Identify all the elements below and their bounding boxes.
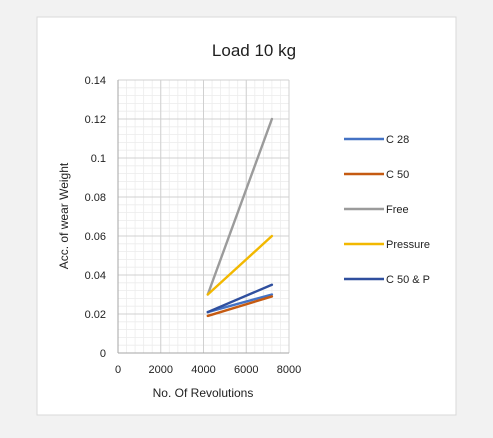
series-line	[206, 293, 274, 314]
x-tick-labels: 0 2000 4000 6000 8000	[115, 364, 301, 376]
legend-item: C 28	[344, 134, 409, 146]
series-line	[206, 295, 274, 318]
legend-label: C 50 & P	[386, 274, 430, 286]
x-axis-label: No. Of Revolutions	[153, 386, 254, 400]
legend-item: C 50	[344, 169, 409, 181]
y-tick-label: 0.04	[85, 270, 106, 282]
series-line	[206, 117, 274, 296]
y-tick-label: 0.08	[85, 192, 106, 204]
axes	[117, 80, 289, 354]
y-tick-label: 0.14	[85, 75, 106, 87]
y-axis-label: Acc. of wear Weight	[57, 162, 71, 269]
chart-title: Load 10 kg	[212, 41, 296, 60]
y-tick-label: 0.02	[85, 309, 106, 321]
y-tick-label: 0.1	[91, 153, 106, 165]
x-tick-label: 4000	[191, 364, 215, 376]
legend-item: Pressure	[344, 239, 430, 251]
series-line	[206, 234, 274, 296]
y-tick-labels: 0 0.02 0.04 0.06 0.08 0.1 0.12 0.14	[85, 75, 106, 360]
series-lines	[206, 117, 274, 318]
x-tick-label: 6000	[234, 364, 258, 376]
legend-label: C 28	[386, 134, 409, 146]
x-tick-label: 0	[115, 364, 121, 376]
legend-label: Pressure	[386, 239, 430, 251]
x-tick-label: 8000	[277, 364, 301, 376]
legend: C 28 C 50 Free Pressure C 50 & P	[344, 134, 430, 286]
legend-label: Free	[386, 204, 409, 216]
legend-item: Free	[344, 204, 409, 216]
y-tick-label: 0.06	[85, 231, 106, 243]
legend-label: C 50	[386, 169, 409, 181]
series-line	[206, 283, 274, 314]
y-tick-label: 0	[100, 348, 106, 360]
legend-item: C 50 & P	[344, 274, 430, 286]
x-tick-label: 2000	[149, 364, 173, 376]
y-tick-label: 0.12	[85, 114, 106, 126]
